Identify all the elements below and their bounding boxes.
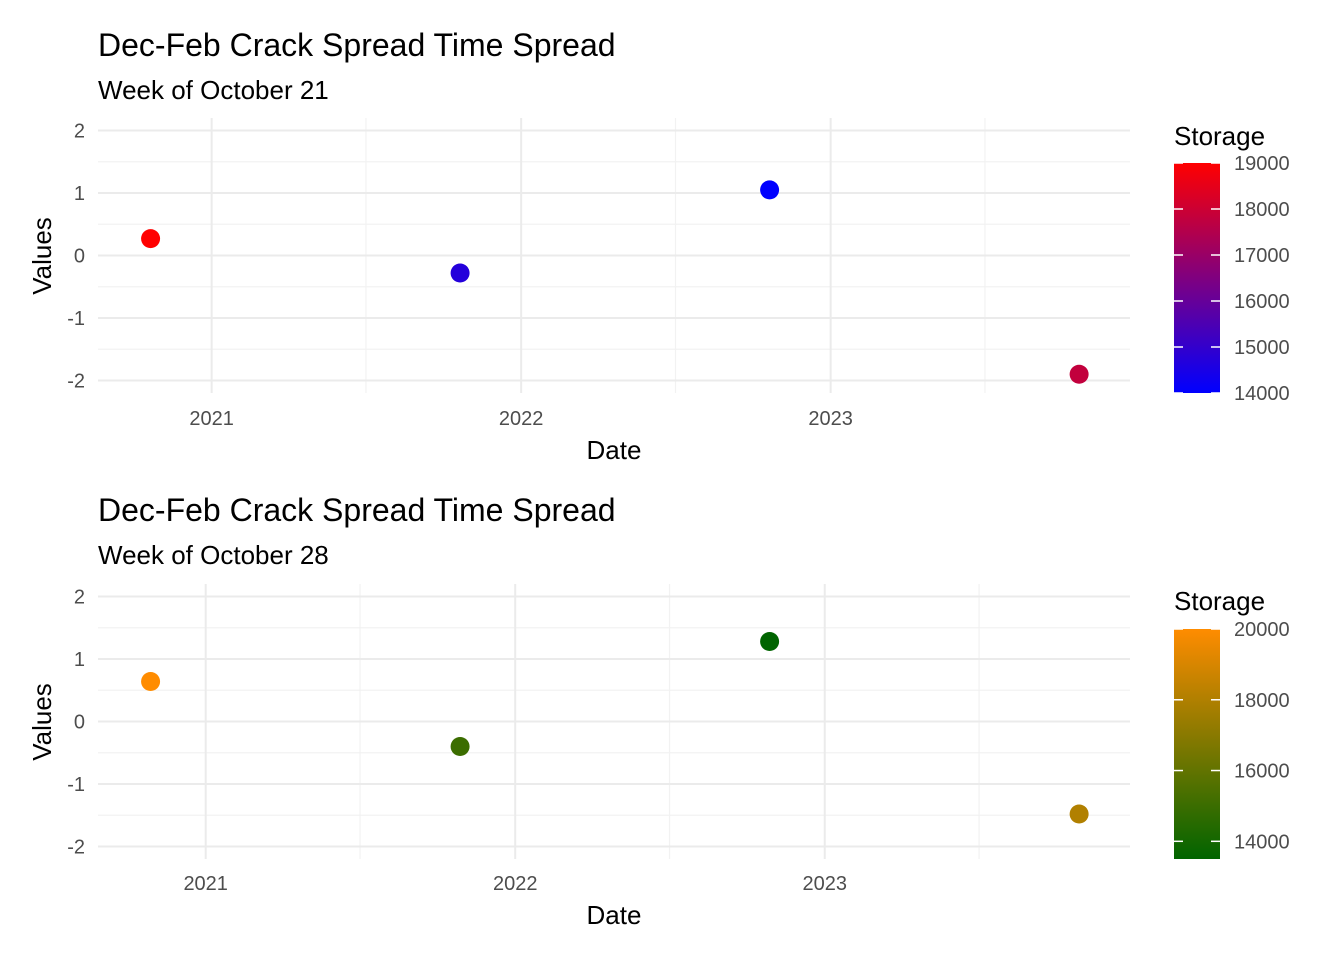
color-legend: 19000 18000 17000 16000 15000 14000 — [1174, 153, 1290, 405]
y-tick-label: 0 — [74, 246, 85, 268]
legend-colorbar — [1174, 163, 1220, 393]
chart-title: Dec-Feb Crack Spread Time Spread — [98, 492, 616, 528]
scatter-chart-october-28: Dec-Feb Crack Spread Time Spread Week of… — [27, 492, 1290, 930]
x-tick-label: 2022 — [499, 408, 544, 430]
x-tick-label: 2021 — [189, 408, 234, 430]
y-axis-label: Values — [27, 217, 57, 295]
legend-tick-label: 14000 — [1234, 383, 1290, 405]
chart-panel-october-21: Dec-Feb Crack Spread Time Spread Week of… — [0, 0, 1344, 470]
color-legend: 20000 18000 16000 14000 — [1174, 619, 1290, 859]
x-axis-label: Date — [587, 435, 642, 465]
x-axis-label: Date — [587, 900, 642, 930]
legend-tick-label: 18000 — [1234, 690, 1290, 712]
legend-tick-label: 19000 — [1234, 153, 1290, 175]
chart-subtitle: Week of October 21 — [98, 75, 329, 105]
x-tick-label: 2023 — [808, 408, 853, 430]
data-point-3 — [760, 180, 780, 200]
scatter-chart-october-21: Dec-Feb Crack Spread Time Spread Week of… — [27, 27, 1290, 465]
y-tick-label: 1 — [74, 183, 85, 205]
x-tick-label: 2023 — [802, 873, 847, 895]
legend-tick-label: 14000 — [1234, 831, 1290, 853]
data-point-2 — [450, 737, 470, 756]
legend-title: Storage — [1174, 121, 1265, 151]
legend-title: Storage — [1174, 586, 1265, 616]
y-tick-label: -1 — [67, 774, 85, 796]
chart-title: Dec-Feb Crack Spread Time Spread — [98, 27, 616, 63]
data-point-1 — [141, 229, 161, 249]
x-tick-label: 2021 — [183, 873, 228, 895]
data-point-4 — [1069, 804, 1089, 824]
legend-tick-label: 16000 — [1234, 291, 1290, 313]
chart-panel-october-28: Dec-Feb Crack Spread Time Spread Week of… — [0, 466, 1344, 936]
y-tick-label: 0 — [74, 712, 85, 734]
y-tick-label: -2 — [67, 837, 85, 859]
legend-tick-label: 18000 — [1234, 199, 1290, 221]
y-tick-label: -2 — [67, 371, 85, 393]
plot-area: 2 1 0 -1 -2 2021 2022 2023 — [67, 118, 1130, 430]
data-point-2 — [450, 263, 470, 283]
legend-tick-label: 17000 — [1234, 245, 1290, 267]
y-tick-label: 1 — [74, 649, 85, 671]
y-axis-label: Values — [27, 683, 57, 761]
x-tick-label: 2022 — [493, 873, 538, 895]
chart-subtitle: Week of October 28 — [98, 540, 329, 570]
y-tick-label: -1 — [67, 308, 85, 330]
legend-tick-label: 16000 — [1234, 761, 1290, 783]
plot-area: 2 1 0 -1 -2 2021 2022 2023 — [67, 584, 1130, 895]
y-tick-label: 2 — [74, 121, 85, 143]
legend-colorbar — [1174, 629, 1220, 859]
data-point-3 — [760, 632, 780, 651]
y-tick-label: 2 — [74, 587, 85, 609]
data-point-1 — [141, 672, 161, 691]
legend-tick-label: 15000 — [1234, 337, 1290, 359]
legend-tick-label: 20000 — [1234, 619, 1290, 641]
data-point-4 — [1069, 364, 1089, 384]
